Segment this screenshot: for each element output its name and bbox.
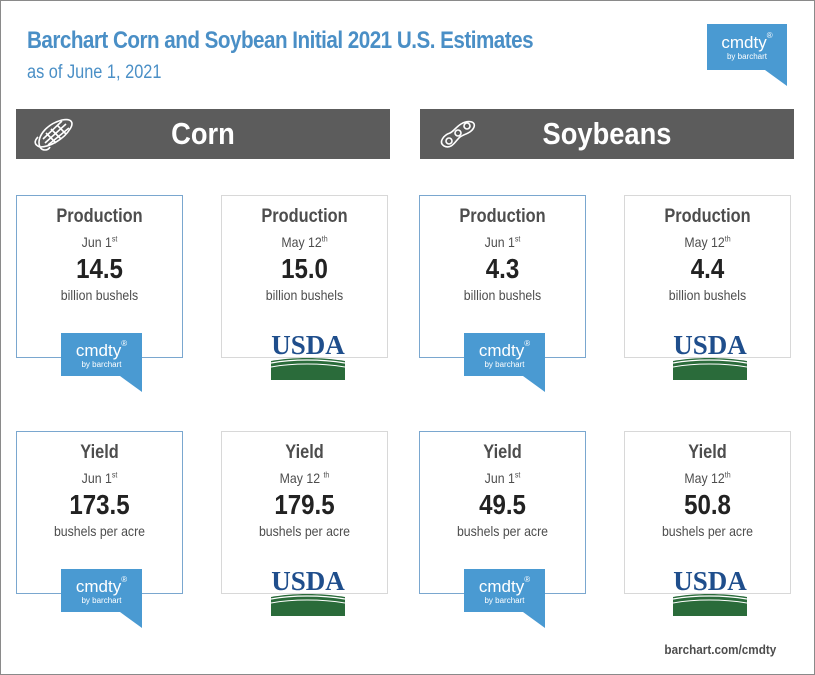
card-date-suffix: th [724,234,731,244]
corn-label: Corn [171,116,235,151]
page-title: Barchart Corn and Soybean Initial 2021 U… [27,27,534,54]
card-unit: billion bushels [668,287,747,303]
card-date-suffix: st [111,234,118,244]
corn-icon [34,118,73,151]
card-title: Production [56,206,143,227]
cmdty-badge: cmdty® by barchart [61,569,142,628]
card-date: Jun 1 [484,470,515,486]
logo-registered: ® [121,339,128,348]
corn-production-jun-card: Production Jun 1st 14.5 billion bushels [16,195,183,358]
card-unit: bushels per acre [661,523,754,539]
svg-text:USDA: USDA [673,566,747,596]
card-title: Yield [483,442,522,463]
card-value: 173.5 [69,489,130,520]
card-unit: billion bushels [463,287,542,303]
card-date-suffix: th [323,470,330,480]
footer-link[interactable]: barchart.com/cmdty [664,642,776,657]
logo-registered: ® [121,575,128,584]
soy-yield-jun-card: Yield Jun 1st 49.5 bushels per acre [419,431,586,594]
logo-registered: ® [766,31,773,40]
usda-logo: USDA [271,566,345,616]
card-value: 49.5 [479,489,526,520]
card-date: Jun 1 [81,234,112,250]
cmdty-logo: cmdty® by barchart [707,24,787,86]
svg-text:USDA: USDA [673,330,747,360]
card-date-suffix: st [111,470,118,480]
card-title: Production [664,206,751,227]
cmdty-badge: cmdty® by barchart [464,333,545,392]
logo-registered: ® [524,575,531,584]
logo-word: cmdty [75,341,122,360]
card-unit: billion bushels [265,287,344,303]
card-title: Yield [285,442,324,463]
soybeans-banner: Soybeans [420,109,794,159]
card-value: 50.8 [684,489,731,520]
logo-word: cmdty [478,577,525,596]
soy-production-jun-card: Production Jun 1st 4.3 billion bushels [419,195,586,358]
corn-production-may-card: Production May 12th 15.0 billion bushels [221,195,388,358]
card-title: Yield [688,442,727,463]
svg-text:USDA: USDA [271,330,345,360]
logo-by: by barchart [484,360,525,369]
logo-by: by barchart [484,596,525,605]
logo-registered: ® [524,339,531,348]
logo-by: by barchart [81,596,122,605]
card-unit: bushels per acre [456,523,549,539]
card-title: Production [459,206,546,227]
soybean-icon [440,120,476,148]
card-value: 4.4 [690,253,725,284]
card-date: May 12 [279,470,324,486]
svg-text:USDA: USDA [271,566,345,596]
card-value: 179.5 [274,489,335,520]
card-date: May 12 [281,234,322,250]
corn-yield-jun-card: Yield Jun 1st 173.5 bushels per acre [16,431,183,594]
soy-yield-may-card: Yield May 12th 50.8 bushels per acre [624,431,791,594]
card-date-suffix: st [514,234,521,244]
card-value: 4.3 [485,253,520,284]
card-unit: billion bushels [60,287,139,303]
logo-by: by barchart [81,360,122,369]
page-subtitle: as of June 1, 2021 [27,62,162,83]
card-date: Jun 1 [484,234,515,250]
usda-logo: USDA [673,330,747,380]
card-title: Yield [80,442,119,463]
logo-word: cmdty [478,341,525,360]
card-title: Production [261,206,348,227]
card-unit: bushels per acre [53,523,146,539]
logo-by: by barchart [726,52,768,61]
soybeans-label: Soybeans [542,116,672,151]
cmdty-badge: cmdty® by barchart [464,569,545,628]
soy-production-may-card: Production May 12th 4.4 billion bushels [624,195,791,358]
usda-logo: USDA [673,566,747,616]
card-date: Jun 1 [81,470,112,486]
card-date: May 12 [684,234,725,250]
card-date: May 12 [684,470,725,486]
corn-yield-may-card: Yield May 12 th 179.5 bushels per acre [221,431,388,594]
usda-logo: USDA [271,330,345,380]
card-date-suffix: th [724,470,731,480]
logo-word: cmdty [75,577,122,596]
card-date-suffix: th [321,234,328,244]
cmdty-badge: cmdty® by barchart [61,333,142,392]
card-value: 14.5 [76,253,123,284]
card-date-suffix: st [514,470,521,480]
card-value: 15.0 [281,253,328,284]
card-unit: bushels per acre [258,523,351,539]
corn-banner: Corn [16,109,390,159]
logo-word: cmdty [721,33,767,52]
